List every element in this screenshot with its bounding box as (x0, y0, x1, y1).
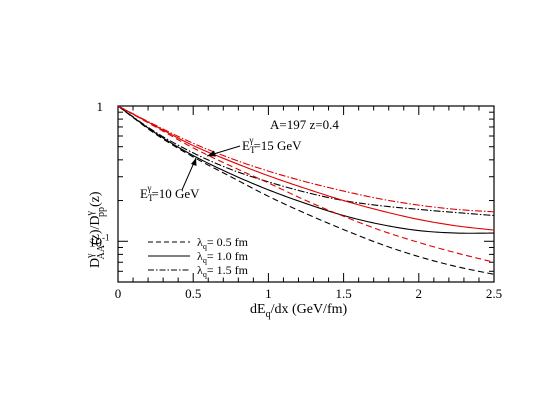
plot-area-frame (117, 105, 495, 283)
series-line-4 (118, 106, 494, 231)
legend-entry-2: λq= 1.5 fm (148, 263, 249, 279)
arrowhead-et10 (191, 158, 197, 166)
x-axis-label: dEq/dx (GeV/fm) (250, 302, 347, 320)
x-tick-label: 0 (115, 286, 122, 301)
annotation-et10: ETγ=10 GeV (140, 183, 200, 203)
arrowhead-et15 (207, 150, 216, 157)
y-tick-label: 10-1 (89, 232, 110, 249)
series-line-0 (118, 106, 494, 275)
series-line-2 (118, 106, 494, 217)
legend-label-1: λq= 1.0 fm (197, 249, 249, 265)
annotation-main: A=197 z=0.4 (270, 117, 339, 132)
axis-ticks (117, 105, 495, 283)
series-line-1 (118, 106, 494, 234)
curves (118, 106, 494, 275)
x-tick-label: 0.5 (185, 286, 201, 301)
x-tick-label: 1 (265, 286, 272, 301)
annotation-et15: ETγ=15 GeV (242, 135, 302, 155)
x-tick-label: 2.5 (486, 286, 502, 301)
tick-labels: 0 0.5 1 1.5 2 2.5 1 10-1 (89, 99, 502, 301)
y-axis-label: DγAA(z)/Dγpp(z) (85, 191, 107, 268)
legend-entry-1: λq= 1.0 fm (148, 249, 249, 265)
series-line-5 (118, 106, 494, 213)
legend: λq= 0.5 fm λq= 1.0 fm λq= 1.5 fm (148, 235, 249, 279)
legend-entry-0: λq= 0.5 fm (148, 235, 249, 251)
x-tick-label: 1.5 (335, 286, 351, 301)
legend-label-0: λq= 0.5 fm (197, 235, 249, 251)
x-tick-label: 2 (416, 286, 423, 301)
y-tick-label: 1 (97, 99, 104, 114)
legend-label-2: λq= 1.5 fm (197, 263, 249, 279)
series-line-3 (118, 106, 494, 263)
